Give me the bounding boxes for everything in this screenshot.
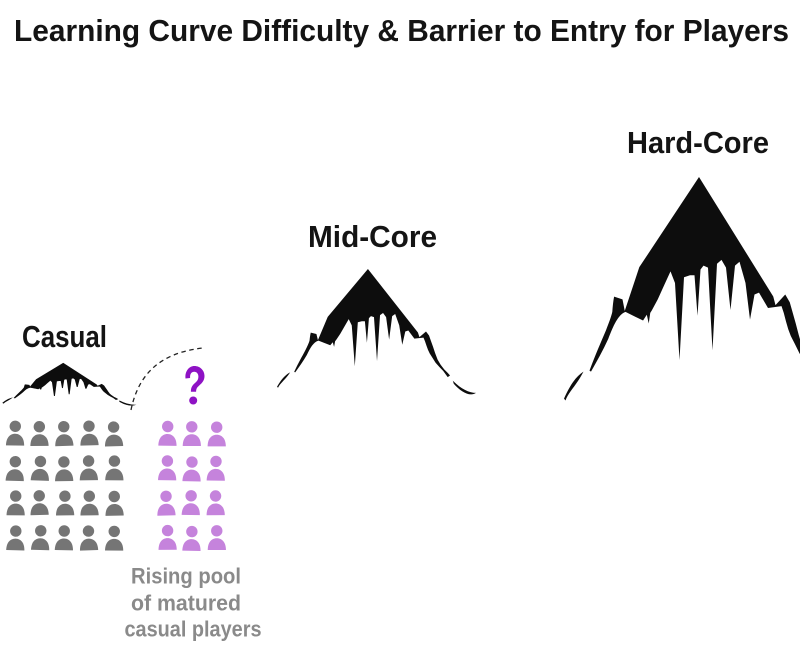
svg-text:Learning Curve Difficulty & Ba: Learning Curve Difficulty & Barrier to E…	[14, 14, 789, 48]
svg-text:Hard-Core: Hard-Core	[627, 125, 769, 160]
svg-text:casual players: casual players	[125, 617, 262, 642]
svg-text:Mid-Core: Mid-Core	[308, 219, 437, 254]
svg-text:of matured: of matured	[131, 591, 241, 616]
svg-text:Casual: Casual	[22, 319, 107, 354]
svg-text:Rising pool: Rising pool	[131, 564, 241, 589]
